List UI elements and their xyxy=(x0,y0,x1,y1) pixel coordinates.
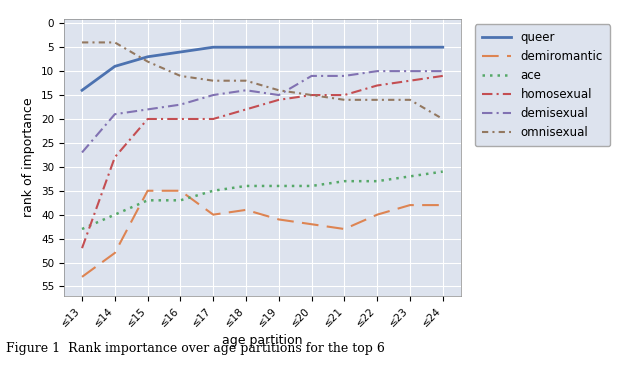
demisexual xyxy=(242,88,250,92)
demisexual xyxy=(308,74,316,78)
queer xyxy=(78,88,86,92)
homosexual xyxy=(373,83,381,88)
queer xyxy=(373,45,381,50)
homosexual xyxy=(209,117,217,121)
omnisexual xyxy=(308,93,316,97)
demiromantic xyxy=(406,203,414,207)
queer xyxy=(308,45,316,50)
demiromantic xyxy=(209,212,217,217)
queer xyxy=(439,45,447,50)
demisexual xyxy=(406,69,414,73)
Legend: queer, demiromantic, ace, homosexual, demisexual, omnisexual: queer, demiromantic, ace, homosexual, de… xyxy=(475,24,610,146)
omnisexual xyxy=(242,78,250,83)
ace xyxy=(340,179,348,184)
homosexual xyxy=(439,74,447,78)
queer xyxy=(340,45,348,50)
Line: ace: ace xyxy=(82,172,443,229)
homosexual xyxy=(242,107,250,112)
queer xyxy=(144,54,152,59)
omnisexual xyxy=(111,40,118,45)
demisexual xyxy=(209,93,217,97)
homosexual xyxy=(340,93,348,97)
ace xyxy=(209,189,217,193)
demisexual xyxy=(78,150,86,155)
queer xyxy=(209,45,217,50)
queer xyxy=(406,45,414,50)
ace xyxy=(144,198,152,202)
ace xyxy=(373,179,381,184)
queer xyxy=(177,50,184,54)
homosexual xyxy=(144,117,152,121)
ace xyxy=(406,174,414,179)
demiromantic xyxy=(78,275,86,279)
queer xyxy=(111,64,118,68)
demiromantic xyxy=(144,189,152,193)
demiromantic xyxy=(340,227,348,231)
ace xyxy=(439,169,447,174)
omnisexual xyxy=(406,98,414,102)
omnisexual xyxy=(275,88,283,92)
homosexual xyxy=(111,155,118,159)
demiromantic xyxy=(242,208,250,212)
Line: demiromantic: demiromantic xyxy=(82,191,443,277)
demisexual xyxy=(144,107,152,112)
demiromantic xyxy=(275,217,283,222)
demisexual xyxy=(275,93,283,97)
queer xyxy=(242,45,250,50)
omnisexual xyxy=(340,98,348,102)
homosexual xyxy=(78,246,86,250)
ace xyxy=(177,198,184,202)
Y-axis label: rank of importance: rank of importance xyxy=(22,97,35,217)
ace xyxy=(111,212,118,217)
homosexual xyxy=(177,117,184,121)
Line: queer: queer xyxy=(82,47,443,90)
demisexual xyxy=(340,74,348,78)
demiromantic xyxy=(439,203,447,207)
omnisexual xyxy=(209,78,217,83)
omnisexual xyxy=(177,74,184,78)
omnisexual xyxy=(439,117,447,121)
demiromantic xyxy=(308,222,316,226)
Text: Figure 1  Rank importance over age partitions for the top 6: Figure 1 Rank importance over age partit… xyxy=(6,342,385,355)
demisexual xyxy=(177,102,184,107)
ace xyxy=(78,227,86,231)
homosexual xyxy=(275,98,283,102)
Line: omnisexual: omnisexual xyxy=(82,43,443,119)
demiromantic xyxy=(111,251,118,255)
queer xyxy=(275,45,283,50)
ace xyxy=(308,184,316,188)
demisexual xyxy=(373,69,381,73)
Line: homosexual: homosexual xyxy=(82,76,443,248)
omnisexual xyxy=(78,40,86,45)
omnisexual xyxy=(144,59,152,64)
ace xyxy=(242,184,250,188)
Line: demisexual: demisexual xyxy=(82,71,443,152)
omnisexual xyxy=(373,98,381,102)
demiromantic xyxy=(177,189,184,193)
X-axis label: age partition: age partition xyxy=(222,334,303,347)
demisexual xyxy=(111,112,118,117)
homosexual xyxy=(308,93,316,97)
demisexual xyxy=(439,69,447,73)
homosexual xyxy=(406,78,414,83)
ace xyxy=(275,184,283,188)
demiromantic xyxy=(373,212,381,217)
